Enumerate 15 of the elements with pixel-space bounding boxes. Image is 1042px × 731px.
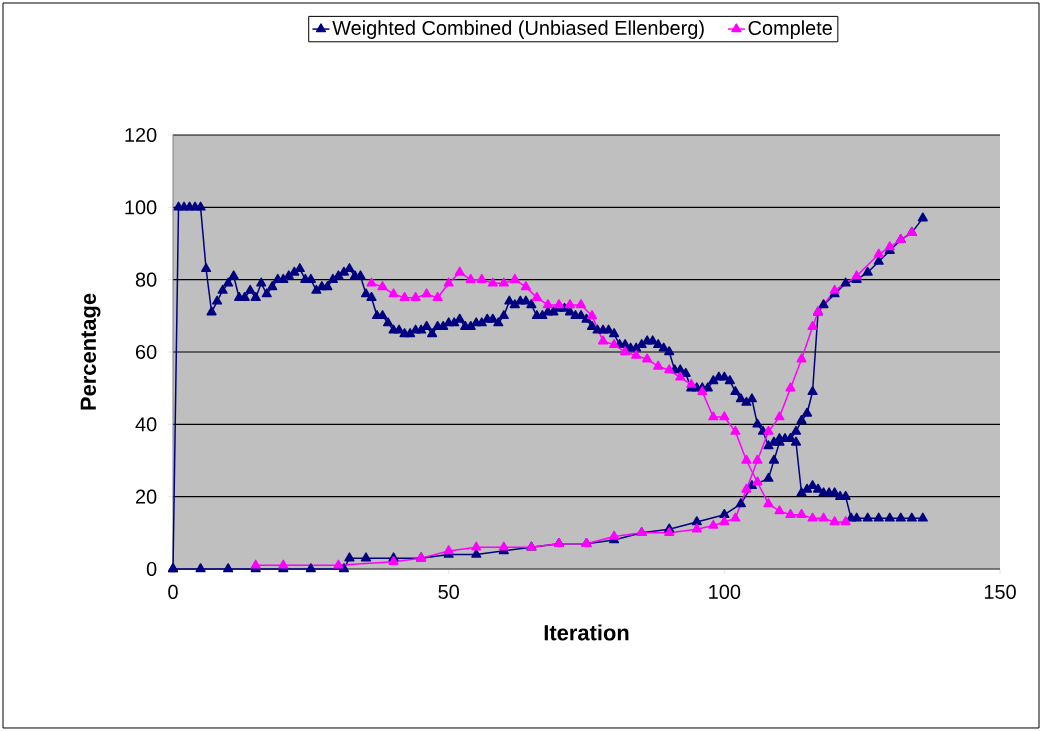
y-tick-label: 100	[125, 200, 157, 215]
legend-label: Weighted Combined (Unbiased Ellenberg)	[332, 20, 704, 39]
y-tick-label: 0	[146, 561, 157, 577]
x-tick-label: 150	[984, 584, 1016, 599]
y-tick-label: 40	[135, 417, 157, 432]
y-axis-title: Percentage	[80, 293, 101, 410]
x-tick-label: 50	[438, 584, 459, 599]
y-tick-label: 120	[125, 127, 157, 143]
x-tick-label: 100	[709, 584, 741, 599]
y-tick-label: 60	[136, 344, 157, 360]
y-tick-label: 80	[135, 272, 157, 287]
x-tick-label: 0	[168, 584, 178, 599]
legend-label: Complete	[748, 20, 832, 39]
x-axis-title: Iteration	[544, 624, 629, 641]
y-tick-label: 20	[136, 489, 157, 504]
